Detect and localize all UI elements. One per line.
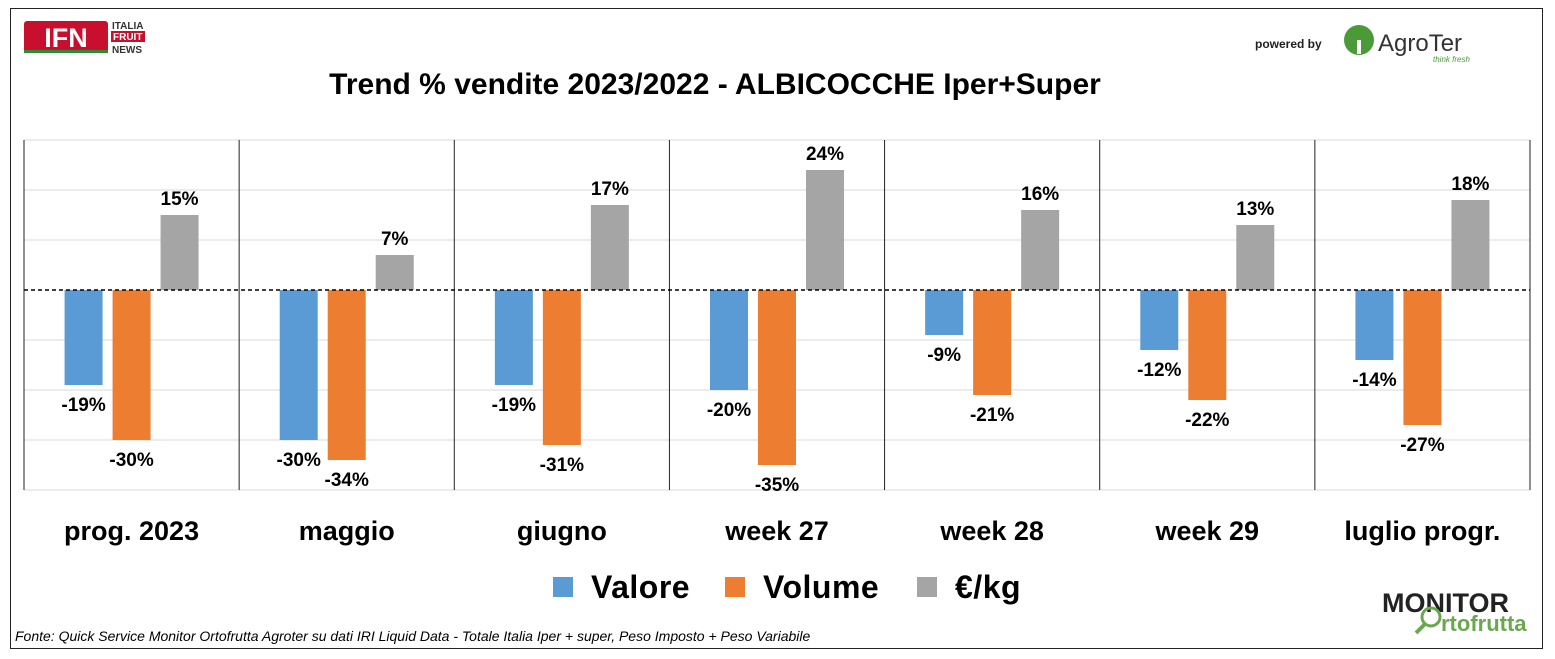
magnifier-icon xyxy=(1420,606,1442,628)
bar-volume-2 xyxy=(542,290,581,445)
bar-kg-5 xyxy=(1236,225,1275,290)
legend-label: Volume xyxy=(763,569,879,605)
bar-kg-2 xyxy=(590,205,629,290)
ifn-logo-line-2: FRUIT xyxy=(113,32,142,43)
data-label: -22% xyxy=(1185,410,1229,431)
category-label: maggio xyxy=(299,516,395,546)
data-label: 15% xyxy=(161,189,199,210)
data-label: 16% xyxy=(1021,184,1059,205)
agroter-logo: AgroTer think fresh xyxy=(1344,25,1470,64)
legend-label: Valore xyxy=(591,569,690,605)
bar-kg-4 xyxy=(1021,210,1060,290)
data-label: 17% xyxy=(591,179,629,200)
data-label: -19% xyxy=(492,395,536,416)
data-labels: -19%-30%15%-30%-34%7%-19%-31%17%-20%-35%… xyxy=(61,144,1489,496)
data-label: 13% xyxy=(1236,199,1274,220)
ifn-logo-badge xyxy=(24,21,108,53)
bars xyxy=(64,170,1490,465)
bar-volume-3 xyxy=(758,290,796,465)
chart-title: Trend % vendite 2023/2022 - ALBICOCCHE I… xyxy=(329,68,1101,101)
category-labels: prog. 2023 maggio giugno week 27 week 28 week… xyxy=(64,516,1500,546)
data-label: -20% xyxy=(707,400,751,421)
source-note: Fonte: Quick Service Monitor Ortofrutta … xyxy=(15,628,810,644)
bar-volume-4 xyxy=(973,290,1012,395)
magnifier-handle xyxy=(1414,622,1427,635)
bar-kg-0 xyxy=(160,215,199,290)
data-label: -27% xyxy=(1400,435,1444,456)
bar-valore-1 xyxy=(279,290,318,440)
data-label: -34% xyxy=(325,470,369,491)
data-label: -31% xyxy=(540,455,584,476)
data-label: 7% xyxy=(381,229,409,250)
bar-volume-6 xyxy=(1403,290,1442,425)
monitor-logo-line-1: MONITOR xyxy=(1382,588,1509,618)
powered-by-label: powered by xyxy=(1255,37,1322,51)
agroter-name: AgroTer xyxy=(1378,30,1462,57)
bar-volume-1 xyxy=(327,290,366,460)
legend: Valore Volume €/kg xyxy=(553,569,1021,605)
bar-valore-6 xyxy=(1355,290,1394,360)
ifn-logo-mark: IFN xyxy=(44,23,88,53)
ifn-logo-line-2-bg xyxy=(111,31,145,42)
bar-valore-3 xyxy=(710,290,748,390)
legend-swatch xyxy=(553,577,573,597)
legend-label: €/kg xyxy=(955,569,1021,605)
ifn-logo: IFN ITALIA FRUIT NEWS xyxy=(24,21,145,56)
category-label: week 29 xyxy=(1154,516,1259,546)
data-label: -9% xyxy=(927,345,961,366)
legend-swatch xyxy=(917,577,937,597)
ifn-logo-stripe xyxy=(24,50,108,53)
bar-volume-5 xyxy=(1188,290,1227,400)
bar-kg-1 xyxy=(375,255,414,290)
ifn-logo-line-1: ITALIA xyxy=(112,21,143,32)
data-label: 18% xyxy=(1451,174,1489,195)
data-label: -12% xyxy=(1137,360,1181,381)
bar-valore-4 xyxy=(925,290,964,335)
legend-swatch xyxy=(725,577,745,597)
data-label: -30% xyxy=(109,450,153,471)
data-label: -14% xyxy=(1352,370,1396,391)
data-label: -35% xyxy=(755,475,799,496)
bar-valore-2 xyxy=(494,290,533,385)
category-separators xyxy=(23,140,1531,490)
monitor-ortofrutta-logo: MONITOR rtofrutta xyxy=(1382,588,1527,636)
category-label: week 28 xyxy=(939,516,1044,546)
bar-kg-6 xyxy=(1451,200,1490,290)
monitor-logo-line-2: rtofrutta xyxy=(1441,611,1527,636)
bar-valore-0 xyxy=(64,290,103,385)
category-label: luglio progr. xyxy=(1344,516,1500,546)
bar-valore-5 xyxy=(1140,290,1179,350)
agroter-tree-trunk xyxy=(1357,40,1361,54)
category-label: giugno xyxy=(517,516,607,546)
bar-volume-0 xyxy=(112,290,151,440)
data-label: 24% xyxy=(806,144,844,165)
data-label: -19% xyxy=(61,395,105,416)
category-label: week 27 xyxy=(724,516,829,546)
data-label: -21% xyxy=(970,405,1014,426)
bar-kg-3 xyxy=(806,170,844,290)
ifn-logo-line-3: NEWS xyxy=(112,45,142,56)
data-label: -30% xyxy=(277,450,321,471)
agroter-tagline: think fresh xyxy=(1433,55,1470,64)
category-label: prog. 2023 xyxy=(64,516,199,546)
